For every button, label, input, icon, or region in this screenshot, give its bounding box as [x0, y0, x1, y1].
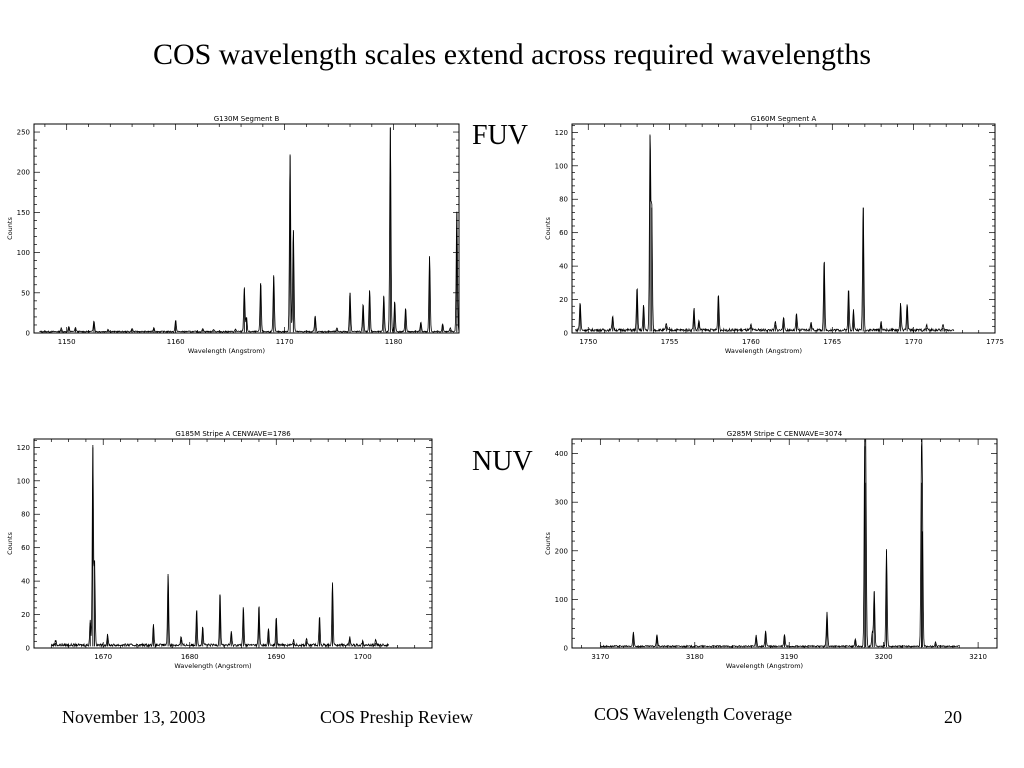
y-tick-label: 60 — [559, 229, 568, 237]
footer-review: COS Preship Review — [320, 707, 473, 727]
x-axis-label: Wavelength (Angstrom) — [725, 347, 802, 355]
spectrum-series-line — [39, 127, 460, 334]
y-axis-label: Counts — [544, 217, 552, 240]
x-tick-label: 1670 — [94, 653, 112, 661]
y-tick-label: 200 — [555, 547, 568, 555]
y-tick-label: 400 — [555, 450, 568, 458]
y-tick-label: 100 — [555, 596, 568, 604]
chart-g185m-stripe-a: G185M Stripe A CENWAVE=1786 1670 1680 1690 1… — [6, 430, 433, 670]
x-tick-label: 3170 — [591, 653, 609, 661]
x-axis-label: Wavelength (Angstrom) — [188, 347, 265, 355]
x-tick-label: 1150 — [58, 338, 76, 346]
y-tick-label: 80 — [559, 196, 568, 204]
y-tick-label: 60 — [21, 544, 30, 552]
y-tick-label: 40 — [559, 263, 568, 271]
y-tick-label: 0 — [564, 330, 568, 338]
y-tick-label: 0 — [564, 645, 568, 653]
y-tick-label: 20 — [559, 296, 568, 304]
spectrum-series-line — [599, 438, 959, 648]
y-tick-label: 0 — [26, 645, 30, 653]
x-tick-label: 1755 — [661, 338, 679, 346]
chart-title: G285M Stripe C CENWAVE=3074 — [727, 430, 843, 438]
plot-frame — [33, 438, 433, 649]
x-tick-label: 3180 — [686, 653, 704, 661]
plot-frame — [33, 123, 460, 334]
chart-title: G160M Segment A — [751, 115, 817, 123]
y-tick-label: 250 — [17, 129, 30, 137]
y-tick-label: 80 — [21, 511, 30, 519]
y-tick-label: 300 — [555, 499, 568, 507]
chart-title: G130M Segment B — [214, 115, 280, 123]
slide-title: COS wavelength scales extend across requ… — [152, 38, 872, 71]
nuv-label: NUV — [472, 446, 533, 477]
x-tick-label: 3190 — [780, 653, 798, 661]
x-tick-label: 1750 — [579, 338, 597, 346]
x-tick-label: 1160 — [167, 338, 185, 346]
y-tick-label: 100 — [17, 249, 30, 257]
spectrum-series-line — [575, 134, 955, 333]
x-tick-label: 1180 — [385, 338, 403, 346]
x-tick-label: 1765 — [823, 338, 841, 346]
y-tick-label: 50 — [21, 289, 30, 297]
x-tick-label: 1170 — [276, 338, 294, 346]
x-tick-label: 3210 — [969, 653, 987, 661]
x-tick-label: 1690 — [267, 653, 285, 661]
y-tick-label: 120 — [555, 129, 568, 137]
y-tick-label: 100 — [555, 162, 568, 170]
plot-frame — [571, 123, 996, 334]
y-axis-label: Counts — [6, 532, 14, 555]
y-tick-label: 20 — [21, 611, 30, 619]
y-tick-label: 100 — [17, 477, 30, 485]
chart-title: G185M Stripe A CENWAVE=1786 — [175, 430, 291, 438]
y-tick-label: 0 — [26, 330, 30, 338]
x-tick-label: 3200 — [875, 653, 893, 661]
fuv-label: FUV — [472, 120, 529, 151]
footer-date: November 13, 2003 — [62, 707, 206, 727]
x-tick-label: 1770 — [905, 338, 923, 346]
x-axis-label: Wavelength (Angstrom) — [726, 662, 803, 670]
y-tick-label: 40 — [21, 578, 30, 586]
chart-g130m-segment-b: G130M Segment B 1150 1160 1170 1180 0 50 100 150… — [6, 115, 460, 355]
y-axis-label: Counts — [6, 217, 14, 240]
y-axis-label: Counts — [544, 532, 552, 555]
x-tick-label: 1700 — [354, 653, 372, 661]
x-tick-label: 1775 — [986, 338, 1004, 346]
chart-g160m-segment-a: G160M Segment A 1750 1755 1760 1765 1770 1775 0… — [544, 115, 1004, 355]
plot-frame — [571, 438, 998, 649]
footer-topic: COS Wavelength Coverage — [594, 704, 793, 724]
chart-g285m-stripe-c: G285M Stripe C CENWAVE=3074 3170 3180 3190 3… — [544, 430, 998, 670]
footer-page-number: 20 — [944, 707, 962, 727]
y-tick-label: 150 — [17, 209, 30, 217]
x-tick-label: 1760 — [742, 338, 760, 346]
x-tick-label: 1680 — [181, 653, 199, 661]
y-tick-label: 120 — [17, 444, 30, 452]
y-tick-label: 200 — [17, 169, 30, 177]
x-axis-label: Wavelength (Angstrom) — [174, 662, 251, 670]
